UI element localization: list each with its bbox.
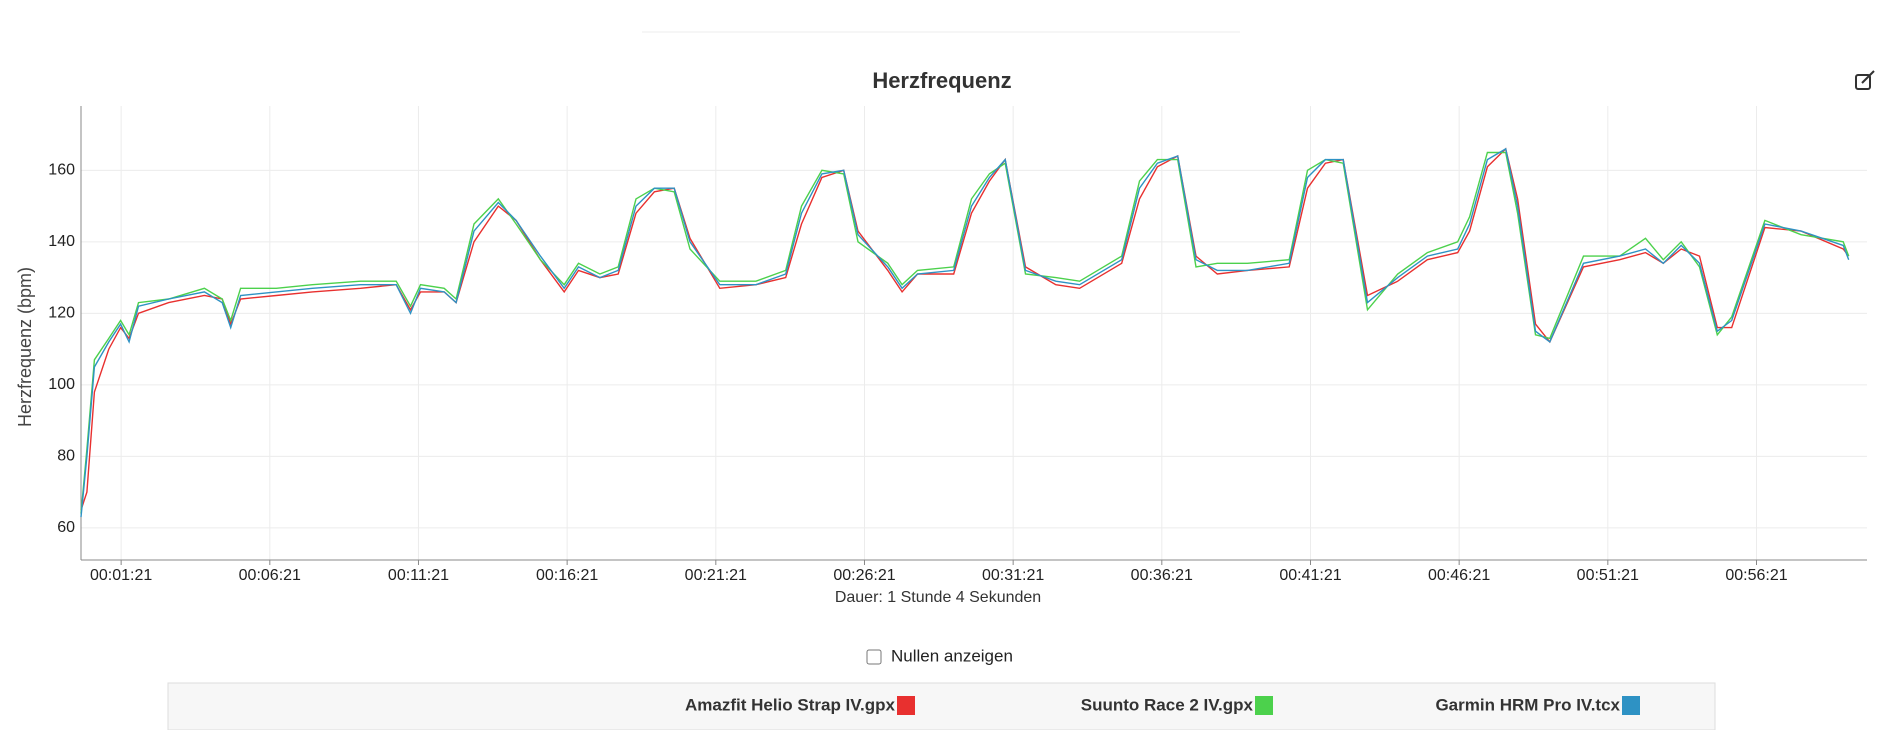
- x-tick-label: 00:16:21: [536, 567, 598, 584]
- y-tick-label: 100: [48, 376, 75, 393]
- x-tick-label: 00:36:21: [1131, 567, 1193, 584]
- x-tick-label: 00:31:21: [982, 567, 1044, 584]
- legend-swatch: [1255, 696, 1273, 715]
- legend-bar: [167, 682, 1716, 730]
- x-tick-label: 00:41:21: [1279, 567, 1341, 584]
- edit-icon[interactable]: [1855, 70, 1875, 90]
- x-tick-label: 00:26:21: [833, 567, 895, 584]
- x-tick-label: 00:01:21: [90, 567, 152, 584]
- y-tick-label: 140: [48, 233, 75, 250]
- y-tick-label: 120: [48, 305, 75, 322]
- legend-label: Garmin HRM Pro IV.tcx: [1435, 695, 1620, 714]
- legend: Amazfit Helio Strap IV.gpx Suunto Race 2 …: [685, 695, 1640, 715]
- legend-swatch: [1622, 696, 1640, 715]
- x-axis-title: Dauer: 1 Stunde 4 Sekunden: [835, 589, 1041, 606]
- edit-icon-pen[interactable]: [1861, 70, 1875, 84]
- checkbox[interactable]: [866, 649, 882, 665]
- y-tick-label: 80: [57, 448, 75, 465]
- x-tick-label: 00:56:21: [1725, 567, 1787, 584]
- series-line: [80, 151, 1850, 514]
- checkbox-label[interactable]: Nullen anzeigen: [891, 646, 1013, 665]
- chart-title: Herzfrequenz: [872, 68, 1011, 93]
- y-tick-label: 60: [57, 519, 75, 536]
- x-tick-label: 00:21:21: [685, 567, 747, 584]
- x-tick-label: 00:46:21: [1428, 567, 1490, 584]
- legend-swatch: [897, 696, 915, 715]
- x-tick-label: 00:06:21: [239, 567, 301, 584]
- series-line: [80, 147, 1850, 511]
- legend-label: Suunto Race 2 IV.gpx: [1081, 695, 1254, 714]
- y-tick-label: 160: [48, 162, 75, 179]
- plot-area: 60 80 100 120 140 160 00:01:21 00:06:21 00:11:21…: [48, 106, 1867, 584]
- legend-label: Amazfit Helio Strap IV.gpx: [685, 695, 896, 714]
- x-tick-label: 00:11:21: [388, 567, 449, 584]
- series-line: [80, 147, 1850, 518]
- y-axis-title: Herzfrequenz (bpm): [15, 267, 35, 427]
- edit-icon-box[interactable]: [1855, 74, 1871, 90]
- x-tick-label: 00:51:21: [1577, 567, 1639, 584]
